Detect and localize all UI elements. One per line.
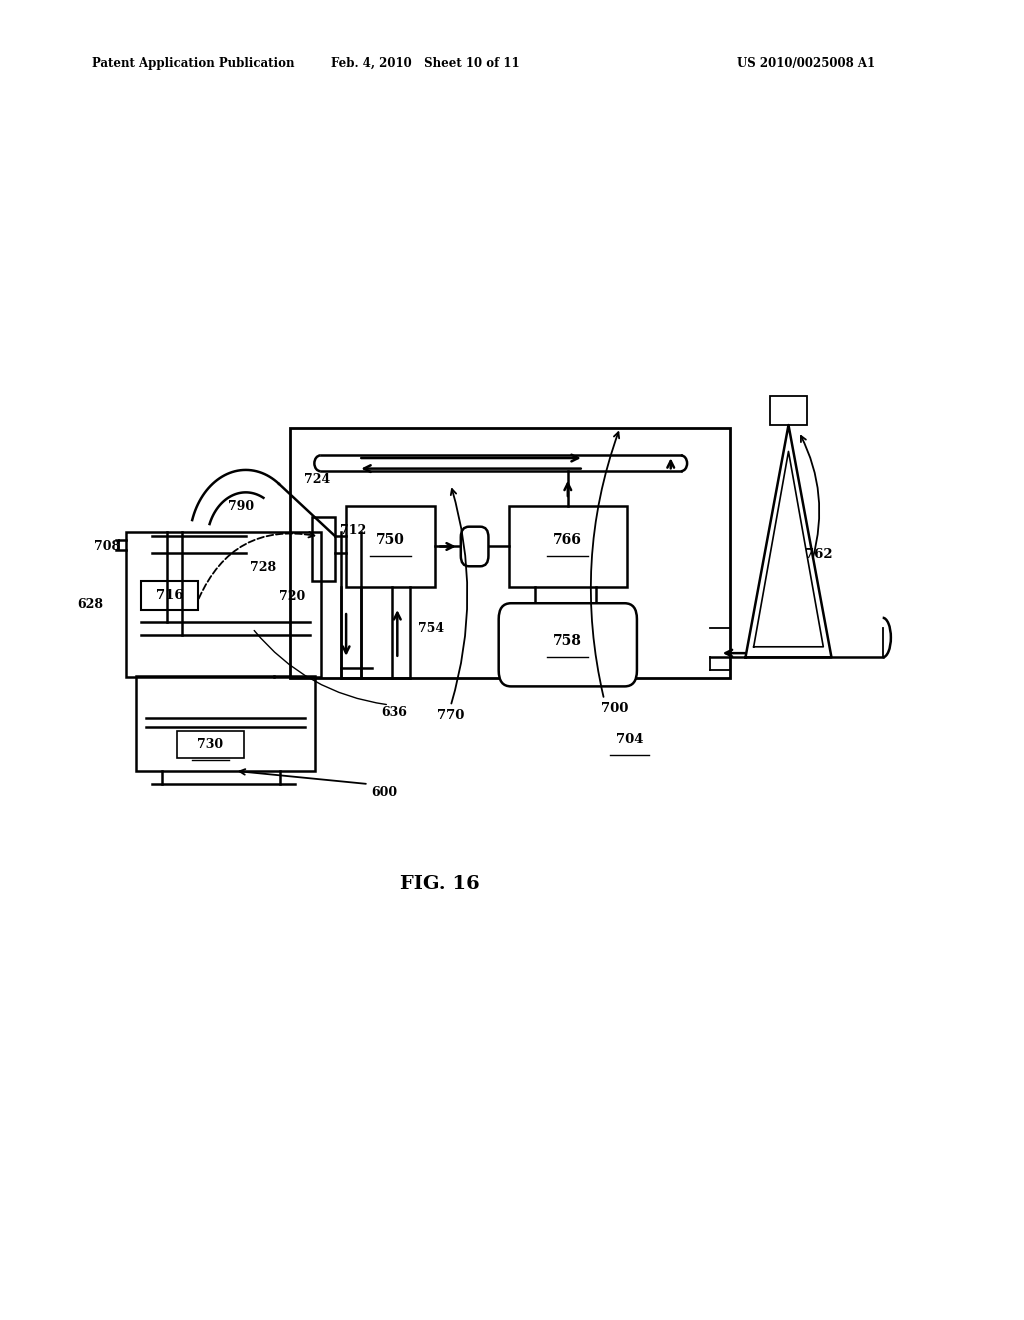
Text: Feb. 4, 2010   Sheet 10 of 11: Feb. 4, 2010 Sheet 10 of 11 xyxy=(331,57,519,70)
Bar xyxy=(290,428,730,678)
Bar xyxy=(136,676,315,771)
Text: 758: 758 xyxy=(553,634,583,648)
Text: 790: 790 xyxy=(227,500,254,513)
Text: 730: 730 xyxy=(198,738,223,751)
Text: 754: 754 xyxy=(418,622,444,635)
Text: 766: 766 xyxy=(553,533,583,546)
Text: Patent Application Publication: Patent Application Publication xyxy=(92,57,295,70)
Text: 724: 724 xyxy=(304,473,331,486)
Bar xyxy=(346,506,435,587)
Text: 704: 704 xyxy=(616,733,643,746)
Text: 770: 770 xyxy=(437,709,464,722)
Text: 600: 600 xyxy=(371,785,397,799)
Text: 628: 628 xyxy=(78,598,103,611)
Text: 716: 716 xyxy=(156,589,183,602)
Text: 708: 708 xyxy=(94,540,121,553)
Text: 720: 720 xyxy=(279,590,305,603)
Bar xyxy=(126,532,321,677)
Text: 636: 636 xyxy=(381,706,408,719)
Bar xyxy=(177,731,244,758)
Text: US 2010/0025008 A1: US 2010/0025008 A1 xyxy=(737,57,876,70)
Bar xyxy=(770,396,807,425)
Text: 700: 700 xyxy=(601,702,628,715)
Bar xyxy=(312,517,335,581)
Text: 762: 762 xyxy=(806,548,833,561)
Bar xyxy=(141,581,198,610)
FancyBboxPatch shape xyxy=(461,527,488,566)
Text: 750: 750 xyxy=(376,533,406,546)
Text: FIG. 16: FIG. 16 xyxy=(400,875,480,894)
Bar xyxy=(509,506,627,587)
FancyBboxPatch shape xyxy=(499,603,637,686)
Text: 728: 728 xyxy=(250,561,276,574)
Text: 712: 712 xyxy=(340,524,367,537)
